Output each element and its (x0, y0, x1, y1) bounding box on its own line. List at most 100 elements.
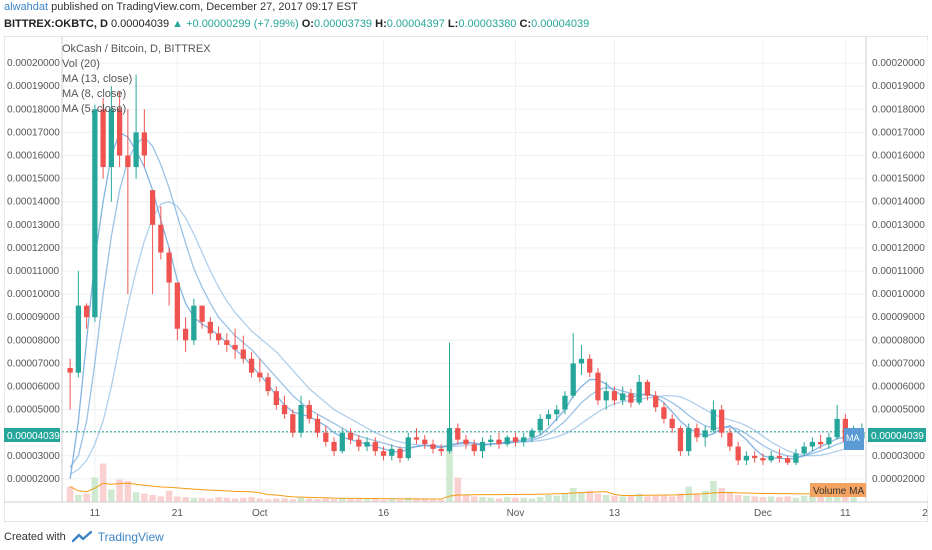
candle (488, 435, 494, 447)
candle (100, 97, 106, 179)
candle-body (554, 409, 560, 415)
y-tick-label-right: 0.00017000 (872, 127, 925, 138)
volume-bar (165, 490, 173, 502)
candle (686, 423, 692, 456)
candle-body (438, 448, 444, 452)
axis-badges: 0.00004039 0.00004039 MA Volume MA (4, 428, 926, 497)
candle-body (372, 441, 378, 452)
y-tick-label-left: 0.00013000 (7, 220, 60, 231)
candle-body (166, 252, 172, 283)
volume-bar (512, 497, 519, 502)
candle (191, 298, 197, 345)
candle (405, 432, 411, 461)
volume-bar (602, 495, 610, 502)
volume-bar (479, 497, 486, 502)
candle-body (793, 453, 799, 463)
candle-body (232, 344, 238, 350)
volume-bar (363, 499, 371, 502)
candle (727, 428, 733, 452)
candle-body (644, 381, 651, 396)
candle (826, 432, 832, 449)
volume-bar (743, 495, 750, 502)
candle (463, 435, 469, 449)
volume-ma-badge-text: Volume MA (813, 486, 864, 497)
candle-body (83, 305, 90, 318)
close-label: C: (519, 18, 532, 30)
candle (735, 441, 741, 466)
chart-legend: OkCash / Bitcoin, D, BITTREX Vol (20) MA… (62, 43, 211, 115)
price-badge-right-text: 0.00004039 (871, 431, 924, 442)
candle-body (339, 432, 345, 452)
candle-body (768, 455, 774, 461)
volume-bar (330, 499, 338, 502)
volume-bar (371, 499, 379, 502)
candle-body (521, 437, 527, 442)
candle-body (620, 393, 626, 401)
volume-bar (495, 498, 503, 502)
volume-bar (784, 496, 791, 502)
candle-body (224, 340, 230, 345)
candle-body (710, 409, 717, 431)
candle-body (116, 109, 123, 156)
price-change: +0.00000299 (+7.99%) (186, 18, 299, 30)
candle-body (75, 305, 82, 373)
candle (479, 437, 486, 459)
candle (306, 400, 312, 424)
volume-bar (429, 499, 437, 502)
candle-body (265, 377, 271, 392)
candle-body (653, 395, 659, 408)
candle-body (537, 418, 543, 431)
candle (323, 425, 329, 447)
candle (281, 395, 288, 419)
candle-body (215, 333, 222, 341)
volume-bar (66, 486, 74, 502)
candle-body (281, 404, 288, 415)
candle-body (405, 437, 411, 459)
candle-body (809, 441, 816, 447)
candle-body (504, 437, 510, 445)
candle (133, 74, 139, 179)
price-chart[interactable]: 0.00002000 0.00002000 0.00003000 0.00003000… (4, 36, 928, 522)
volume-bar (776, 497, 783, 502)
volume-bar (850, 497, 857, 502)
volume-bar (594, 493, 602, 502)
candle-body (834, 418, 840, 438)
y-tick-label-right: 0.00018000 (872, 104, 925, 115)
open-value: 0.00003739 (313, 18, 373, 30)
candle (743, 451, 750, 466)
candle (562, 391, 568, 415)
volume-ma-line (69, 482, 854, 500)
candle-body (133, 132, 139, 168)
y-tick-label-right: 0.00008000 (872, 335, 925, 346)
candle (809, 437, 816, 452)
y-tick-label-right: 0.00005000 (872, 405, 925, 416)
volume-bar (677, 493, 684, 502)
candle (413, 428, 420, 445)
candle-body (479, 441, 486, 452)
candle-body (413, 437, 420, 440)
candle (818, 435, 824, 449)
candle-body (356, 439, 362, 447)
candle-body (570, 363, 576, 396)
candle (636, 374, 642, 405)
candle-body (273, 391, 279, 405)
tradingview-brand[interactable]: TradingView (97, 530, 164, 544)
candle-body (496, 439, 502, 445)
author-link[interactable]: alwahdat (4, 1, 49, 13)
created-with-text: Created with (4, 531, 66, 543)
candle (578, 344, 585, 375)
candle (644, 379, 651, 401)
candle-body (92, 109, 98, 318)
y-tick-label-left: 0.00018000 (7, 104, 60, 115)
volume-bar (561, 493, 569, 502)
candle-body (158, 224, 164, 253)
candle (455, 423, 461, 445)
candle-body (422, 439, 428, 445)
candle (364, 437, 370, 452)
legend-item-volume: Vol (20) (62, 58, 100, 70)
volume-bar (586, 490, 594, 502)
tradingview-logo-icon (71, 531, 92, 543)
y-tick-label-left: 0.00010000 (7, 289, 60, 300)
candle (504, 435, 510, 447)
volume-bar (256, 498, 264, 502)
